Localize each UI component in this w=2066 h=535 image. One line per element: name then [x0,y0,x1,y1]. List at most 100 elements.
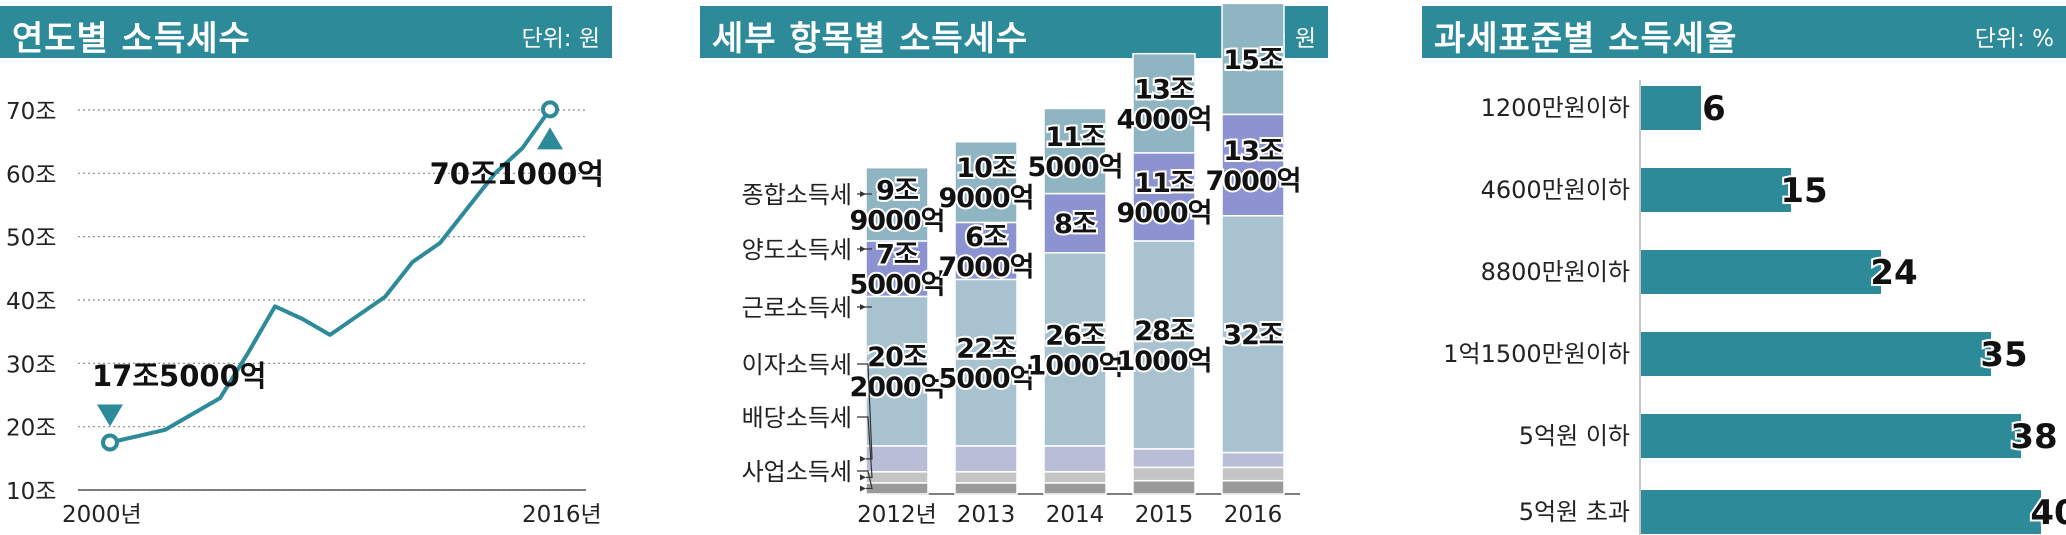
yearly-tax-unit: 단위: 원 [521,26,600,52]
data-label: 22조 [956,334,1016,365]
category-label: 1200만원이하 [1481,94,1630,122]
legend-arrow-head [860,455,866,462]
bar-segment [1043,482,1107,495]
legend-arrow-head [860,485,866,492]
data-label: 28조 [1134,316,1194,347]
bar-segment [1043,107,1107,195]
bar [1641,86,1701,130]
y-tick-label: 40조 [6,289,56,315]
item-tax-panel: 세부 항목별 소득세수 단위: 원 20조2000억7조5000억9조9000억… [700,0,1328,535]
data-label: 5000억 [939,364,1034,395]
legend-arrow-head [860,191,866,197]
data-label: 10조 [956,153,1016,184]
data-label: 11조 [1134,168,1194,199]
value-label: 40 [2030,493,2066,533]
data-label: 13조 [1223,136,1283,167]
tax-rate-header: 과세표준별 소득세율 단위: % [1422,6,2066,59]
data-label: 5000억 [850,270,945,301]
tax-rate-unit: 단위: % [1974,26,2054,52]
data-label: 9000억 [850,205,945,236]
annotation-marker-up [537,127,563,150]
yearly-tax-panel: 연도별 소득세수 단위: 원 10조 20조 30조 40조 50조 60조 70조 2000… [0,0,612,535]
data-label: 11조 [1045,122,1105,153]
bar-segment [954,221,1018,281]
bar-segment [954,445,1018,473]
legend-label: 양도소득세 [742,236,852,264]
data-label: 26조 [1045,320,1105,351]
data-label: 1000억 [1028,350,1123,381]
legend-arrow-head [860,304,866,310]
data-point [541,100,559,119]
x-tick-label: 2016년 [522,502,602,528]
item-tax-stacked-bar-chart: 20조2000억7조5000억9조9000억2012년22조5000억6조700… [742,2,1304,528]
bar-segment [1221,466,1285,482]
value-label: 35 [1980,335,2027,375]
bar-segment [1132,240,1196,450]
tax-rate-panel: 과세표준별 소득세율 단위: % 1200만원이하 6 4600만원이하 15 8800… [1422,0,2066,535]
legend-label: 종합소득세 [742,181,852,209]
bar [1641,490,2041,534]
bar-segment [954,482,1018,495]
data-label: 7조 [876,240,918,271]
legend-label: 사업소득세 [742,458,852,486]
bar [1641,168,1791,212]
bar-segment [865,445,929,473]
tax-rate-bar-chart: 1200만원이하 6 4600만원이하 15 8800만원이하 24 1억1500만원이하 3… [1443,80,2066,535]
data-label: 8조 [1054,209,1096,240]
bar-segment [1043,192,1107,254]
bar-segment [865,482,929,495]
category-label: 1억1500만원이하 [1443,340,1630,368]
item-tax-title: 세부 항목별 소득세수 [712,19,1029,59]
yearly-tax-title: 연도별 소득세수 [12,19,251,59]
category-label: 5억원 초과 [1519,498,1630,526]
data-label: 7000억 [939,252,1034,283]
data-label: 15조 [1223,45,1283,76]
bar-segment [1221,113,1285,217]
yearly-tax-header: 연도별 소득세수 단위: 원 [0,6,612,59]
category-label: 8800만원이하 [1481,258,1630,286]
data-label: 9조 [876,175,918,206]
data-point [101,433,119,452]
data-label: 6조 [965,222,1007,253]
data-label: 7000억 [1206,166,1301,197]
bar-segment [1043,252,1107,447]
x-tick-label: 2015 [1135,502,1194,528]
data-label: 4000억 [1117,104,1212,135]
bar-segment [865,240,929,298]
annotation-label: 70조1000억 [430,157,604,191]
data-label: 2000억 [850,372,945,403]
x-tick-label: 2014 [1046,502,1105,528]
value-label: 38 [2010,417,2057,457]
bar-segment [865,295,929,447]
y-tick-label: 20조 [6,416,56,442]
legend-arrow-head [860,246,866,252]
value-label: 15 [1780,171,1827,211]
tax-rate-title: 과세표준별 소득세율 [1434,19,1738,59]
data-label: 9000억 [1117,198,1212,229]
bar-segment [1132,466,1196,482]
bar-segment [865,471,929,484]
data-label: 13조 [1134,74,1194,105]
category-label: 5억원 이하 [1519,422,1630,450]
value-label: 24 [1870,253,1917,293]
x-tick-label: 2016 [1224,502,1283,528]
data-label: 20조 [867,342,927,373]
value-label: 6 [1702,89,1726,129]
bar-segment [1132,52,1196,154]
data-label: 5000억 [1028,152,1123,183]
series-line [109,108,552,445]
annotation-marker-down [97,404,123,427]
bar-segment [865,166,929,242]
y-tick-label: 50조 [6,226,56,252]
bar-segment [1043,471,1107,484]
bar-segment [1132,479,1196,495]
x-tick-label: 2013 [957,502,1016,528]
bar [1641,414,2021,458]
y-tick-label: 30조 [6,352,56,378]
bar [1641,332,1991,376]
y-tick-label: 70조 [6,99,56,125]
bar-segment [1132,448,1196,469]
yearly-tax-line-chart: 10조 20조 30조 40조 50조 60조 70조 2000년 2016년 17조5000억 7… [6,99,604,528]
y-tick-label: 10조 [6,479,56,505]
data-label: 1000억 [1117,346,1212,377]
